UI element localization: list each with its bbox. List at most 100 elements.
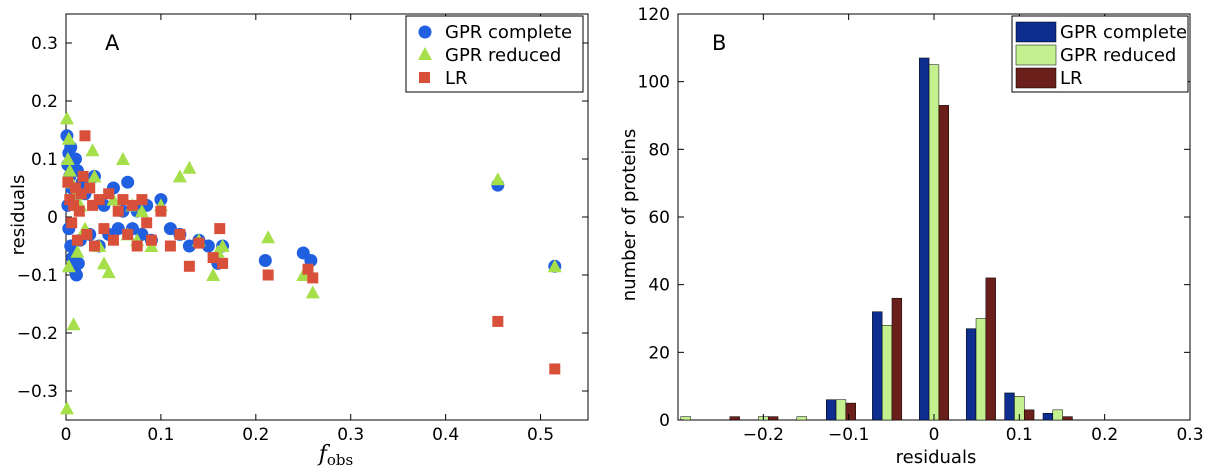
point-gpr-complete (201, 239, 215, 253)
point-gpr-complete (163, 222, 177, 236)
x-tick-label-a: 0.5 (527, 425, 554, 445)
point-lr (88, 240, 100, 252)
point-lr (103, 188, 115, 200)
point-gpr-reduced (182, 160, 197, 174)
point-gpr-reduced (61, 131, 76, 145)
scatter-panel-a: 0 0.1 0.2 0.3 0.4 0.5 −0.3 −0.2 −0.1 0 0.1 0.2 0.3 A… (8, 13, 589, 469)
point-gpr-reduced (206, 268, 221, 281)
legend-swatch-gpr-reduced-b (1015, 44, 1057, 66)
point-lr (64, 194, 76, 206)
point-lr (71, 234, 83, 246)
point-gpr-reduced (85, 143, 100, 157)
legend-swatch-lr-b (1015, 67, 1057, 89)
point-lr (131, 240, 143, 252)
x-tick-label-a: 0.3 (337, 425, 364, 445)
bar-lr (938, 105, 949, 421)
point-lr (193, 237, 205, 249)
point-gpr-reduced (62, 163, 77, 177)
point-lr (174, 228, 186, 240)
point-lr (87, 199, 99, 211)
point-lr (145, 234, 157, 246)
x-tick-label-b: −0.1 (828, 425, 869, 445)
point-gpr-reduced (87, 169, 102, 183)
point-gpr-reduced (59, 401, 74, 415)
x-axis-label-a: fobs (317, 442, 354, 469)
point-lr (122, 228, 134, 240)
legend-label-gpr-complete-b: GPR complete (1060, 22, 1187, 43)
point-gpr-complete (258, 254, 272, 267)
point-lr (549, 363, 561, 375)
point-lr (214, 223, 226, 235)
point-gpr-reduced (547, 259, 562, 273)
point-gpr-reduced (101, 265, 116, 279)
bar-gpr-reduced (975, 318, 987, 421)
legend-b: GPR complete GPR reduced LR (1011, 15, 1189, 93)
bar-gpr-complete (1004, 392, 1015, 421)
y-tick-label-a: 0.3 (31, 34, 58, 54)
bar-gpr-reduced (835, 399, 847, 421)
bars-b (680, 57, 1073, 421)
histogram-panel-b: −0.2 −0.1 0 0.1 0.2 0.3 0 20 40 60 80 100 120 B numb… (619, 5, 1204, 468)
y-tick-label-a: 0 (47, 208, 58, 228)
point-lr (66, 217, 78, 229)
legend-label-gpr-reduced-a: GPR reduced (445, 45, 561, 66)
point-gpr-reduced (134, 204, 149, 218)
x-tick-label-a: 0.4 (432, 425, 459, 445)
point-lr (262, 269, 274, 281)
point-lr (117, 194, 129, 206)
point-gpr-reduced (261, 230, 276, 244)
legend-a: GPR complete GPR reduced LR (405, 15, 584, 93)
point-lr (84, 182, 96, 194)
x-tick-label-b: 0.2 (1091, 425, 1118, 445)
point-lr (126, 199, 138, 211)
bar-lr (891, 297, 903, 421)
bar-gpr-complete (826, 399, 837, 421)
bar-lr (1062, 416, 1073, 421)
point-gpr-reduced (70, 244, 85, 258)
x-axis-label-b: residuals (896, 447, 977, 468)
point-gpr-complete (111, 222, 125, 236)
point-gpr-reduced (66, 317, 81, 331)
y-tick-label-a: −0.1 (17, 266, 58, 286)
legend-swatch-gpr-complete-b (1015, 21, 1057, 43)
point-gpr-reduced (60, 152, 75, 165)
bar-gpr-reduced (881, 325, 893, 421)
legend-marker-gpr-reduced-a (418, 47, 432, 60)
legend-marker-lr-a (419, 72, 430, 83)
point-lr (81, 228, 93, 240)
y-tick-label-b: 100 (638, 73, 670, 93)
legend-label-gpr-complete-a: GPR complete (445, 22, 572, 43)
point-gpr-reduced (61, 259, 76, 273)
point-lr (183, 260, 195, 272)
y-tick-label-a: −0.2 (17, 324, 58, 344)
point-lr (136, 194, 148, 206)
x-tick-label-a: 0.2 (242, 425, 269, 445)
x-tick-label-b: 0.3 (1176, 425, 1203, 445)
point-lr (155, 205, 167, 217)
point-gpr-reduced (172, 169, 187, 183)
y-tick-label-b: 80 (648, 140, 670, 160)
y-tick-label-b: 20 (648, 343, 670, 363)
point-gpr-complete (182, 239, 196, 253)
bar-gpr-reduced (680, 416, 691, 421)
y-tick-label-b: 60 (648, 208, 670, 228)
point-lr (307, 272, 319, 284)
point-gpr-reduced (59, 111, 74, 125)
x-tick-label-a: 0 (61, 425, 72, 445)
panel-label-b: B (712, 31, 726, 55)
point-gpr-complete (71, 256, 85, 270)
point-lr (77, 170, 89, 182)
point-lr (73, 205, 85, 217)
legend-label-gpr-reduced-b: GPR reduced (1060, 45, 1176, 66)
point-lr (302, 263, 314, 275)
bar-lr (767, 416, 779, 421)
point-lr (75, 188, 87, 200)
bar-gpr-complete (1042, 412, 1054, 421)
point-gpr-reduced (215, 239, 230, 252)
point-lr (62, 176, 74, 188)
point-lr (492, 315, 504, 327)
y-tick-label-b: 40 (648, 276, 670, 296)
panel-label-a: A (105, 31, 120, 55)
legend-marker-gpr-complete-a (418, 25, 432, 39)
